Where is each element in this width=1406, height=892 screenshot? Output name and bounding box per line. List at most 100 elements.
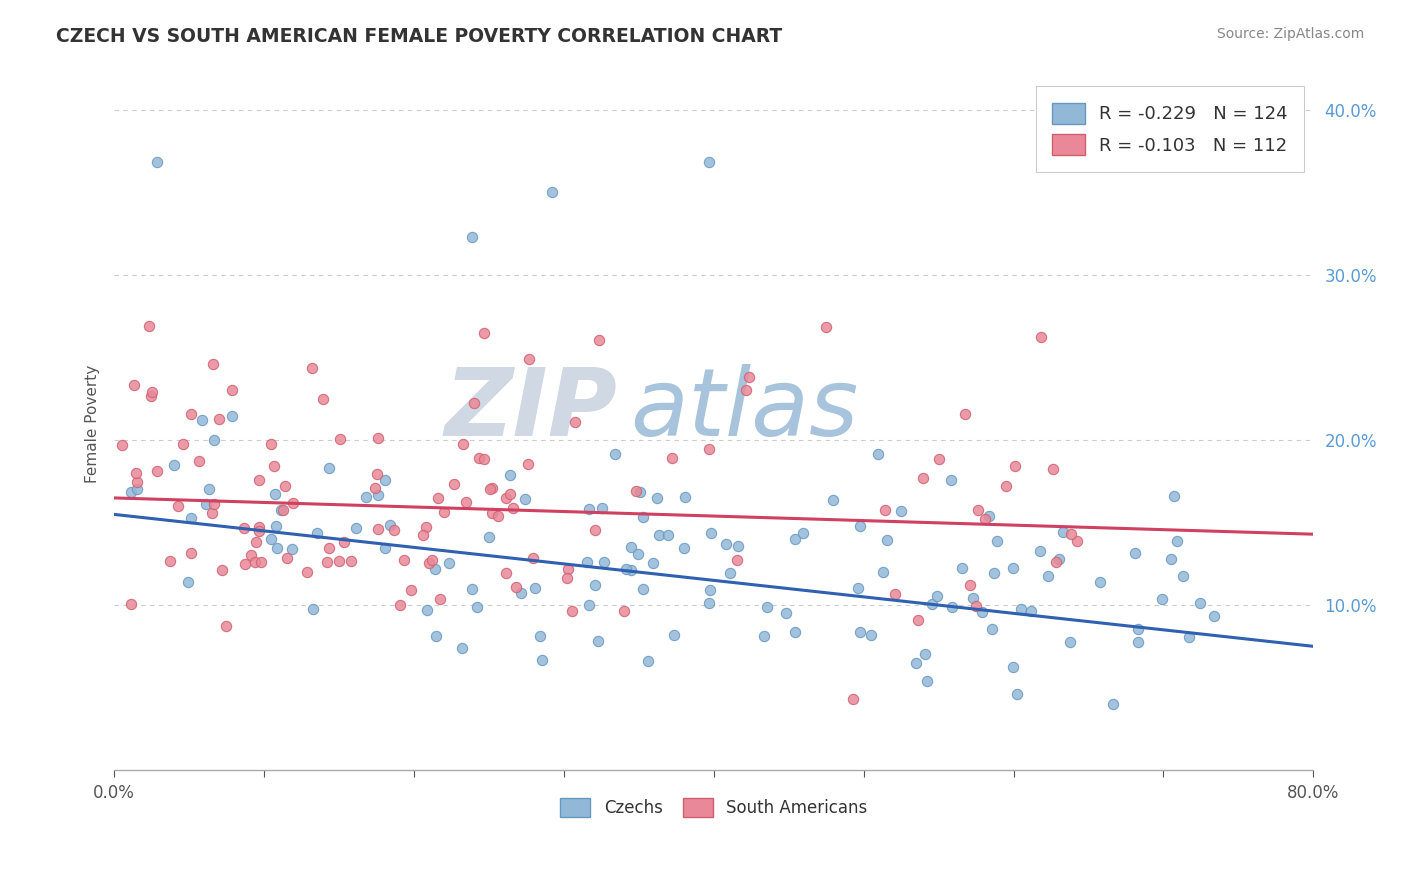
Point xyxy=(201,506,224,520)
Point xyxy=(437,556,460,570)
Point xyxy=(718,566,741,580)
Point xyxy=(941,599,963,614)
Point xyxy=(260,532,283,546)
Point xyxy=(1047,551,1070,566)
Point xyxy=(907,613,929,627)
Point xyxy=(890,504,912,518)
Point xyxy=(1160,552,1182,566)
Point xyxy=(367,431,389,445)
Point xyxy=(950,560,973,574)
Point xyxy=(648,528,671,542)
Point xyxy=(263,459,285,474)
Point xyxy=(307,525,329,540)
Point xyxy=(884,587,907,601)
Point xyxy=(495,566,517,580)
Point xyxy=(180,407,202,421)
Point xyxy=(245,556,267,570)
Point xyxy=(120,484,142,499)
Point xyxy=(202,433,225,447)
Point xyxy=(281,496,304,510)
Point xyxy=(378,517,401,532)
Text: Source: ZipAtlas.com: Source: ZipAtlas.com xyxy=(1216,27,1364,41)
Point xyxy=(576,555,599,569)
Point xyxy=(641,557,664,571)
Point xyxy=(111,437,134,451)
Point xyxy=(716,537,738,551)
Point xyxy=(443,477,465,491)
Point xyxy=(502,501,524,516)
Point xyxy=(1126,635,1149,649)
Point xyxy=(498,487,520,501)
Point xyxy=(233,557,256,571)
Point xyxy=(249,556,271,570)
Point xyxy=(1019,604,1042,618)
Point xyxy=(620,540,643,554)
Point xyxy=(1102,697,1125,711)
Point xyxy=(382,523,405,537)
Point xyxy=(374,473,396,487)
Point xyxy=(249,524,271,538)
Point xyxy=(962,591,984,605)
Point xyxy=(301,601,323,615)
Point xyxy=(727,539,749,553)
Point xyxy=(454,495,477,509)
Point xyxy=(662,627,685,641)
Point xyxy=(1123,546,1146,560)
Point xyxy=(146,154,169,169)
Point xyxy=(914,648,936,662)
Point xyxy=(1202,608,1225,623)
Point xyxy=(848,581,870,595)
Point xyxy=(374,541,396,556)
Point xyxy=(967,503,990,517)
Point xyxy=(264,518,287,533)
Point xyxy=(970,605,993,619)
Point xyxy=(876,533,898,548)
Point xyxy=(187,453,209,467)
Point xyxy=(344,521,367,535)
Point xyxy=(316,555,339,569)
Point xyxy=(873,503,896,517)
Point xyxy=(1060,526,1083,541)
Point xyxy=(177,574,200,589)
Y-axis label: Female Poverty: Female Poverty xyxy=(86,365,100,483)
Point xyxy=(467,600,489,615)
Point xyxy=(266,541,288,555)
Point xyxy=(138,319,160,334)
Point xyxy=(955,407,977,421)
Point xyxy=(588,333,610,347)
Point xyxy=(295,565,318,579)
Point xyxy=(620,563,643,577)
Point xyxy=(1090,574,1112,589)
Point xyxy=(481,506,503,520)
Point xyxy=(125,475,148,489)
Point xyxy=(792,526,814,541)
Point xyxy=(673,491,696,505)
Point xyxy=(364,481,387,495)
Point xyxy=(754,629,776,643)
Point xyxy=(661,450,683,465)
Point xyxy=(591,501,613,516)
Text: CZECH VS SOUTH AMERICAN FEMALE POVERTY CORRELATION CHART: CZECH VS SOUTH AMERICAN FEMALE POVERTY C… xyxy=(56,27,783,45)
Point xyxy=(263,487,285,501)
Point xyxy=(637,654,659,668)
Point xyxy=(271,502,294,516)
Point xyxy=(425,562,447,576)
Point xyxy=(699,583,721,598)
Point xyxy=(166,500,188,514)
Point xyxy=(524,581,547,595)
Point xyxy=(1001,561,1024,575)
Point xyxy=(367,522,389,536)
Point xyxy=(814,319,837,334)
Point xyxy=(328,554,350,568)
Point xyxy=(232,521,254,535)
Point xyxy=(624,483,647,498)
Point xyxy=(1029,544,1052,558)
Point xyxy=(1178,631,1201,645)
Point xyxy=(986,533,1008,548)
Point xyxy=(925,589,948,603)
Point xyxy=(245,534,267,549)
Point xyxy=(204,497,226,511)
Point xyxy=(700,525,723,540)
Point xyxy=(461,582,484,596)
Point xyxy=(522,551,544,566)
